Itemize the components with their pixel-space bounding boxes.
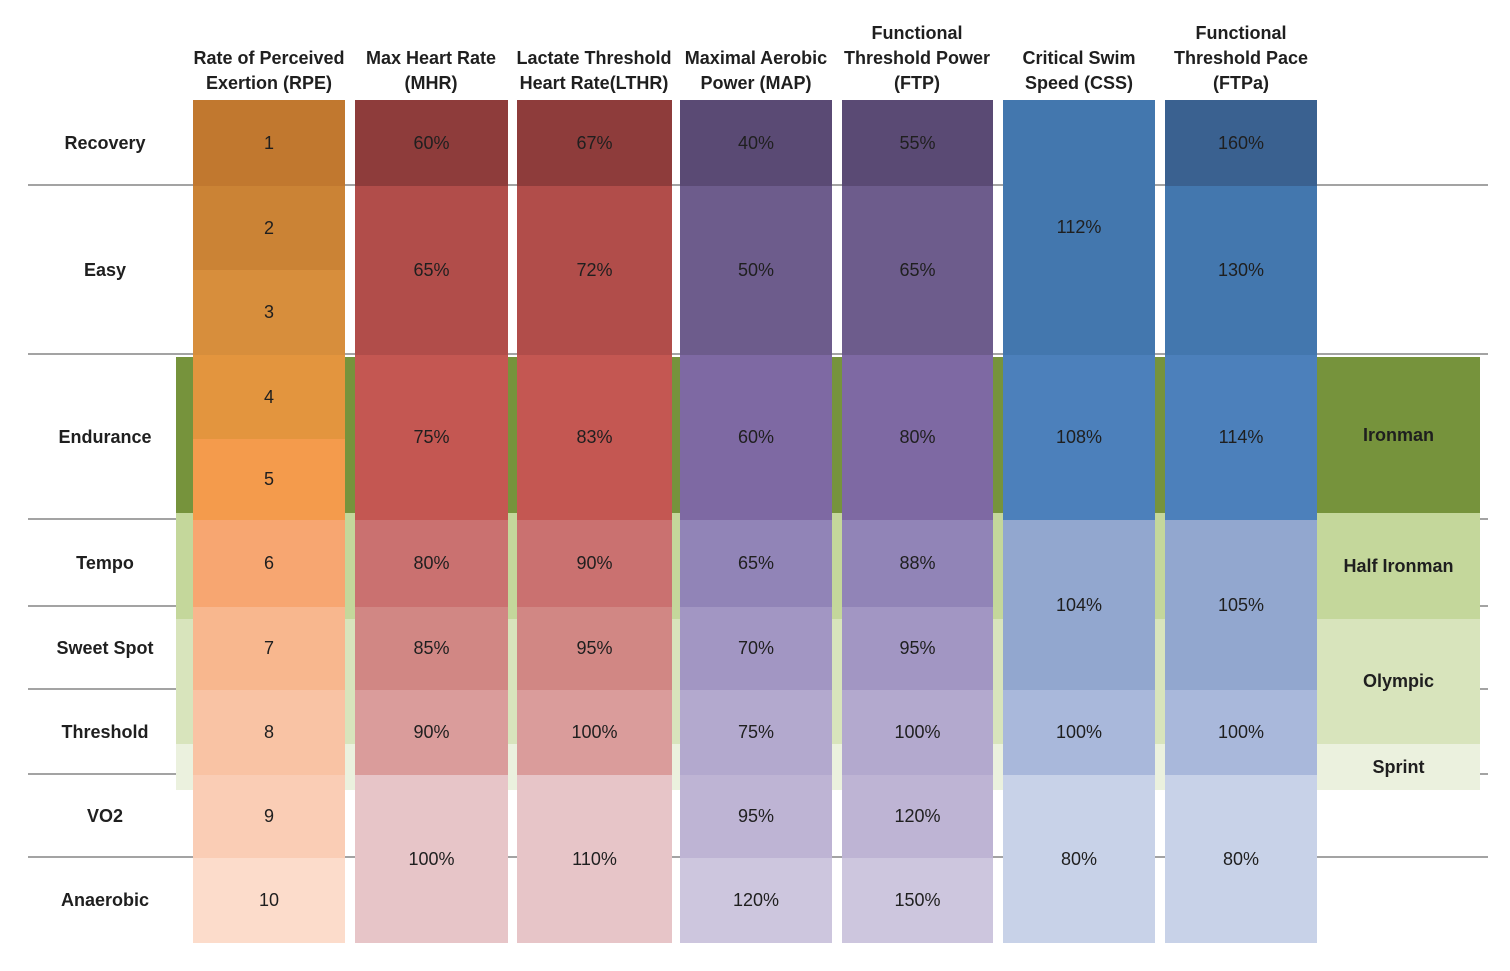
- cell-lthr-1: 72%: [517, 186, 672, 355]
- cell-ftpa-4: 100%: [1165, 690, 1317, 775]
- zone-label-threshold: Threshold: [61, 722, 149, 742]
- cell-ftp-4: 95%: [842, 607, 993, 690]
- cell-lthr-4: 95%: [517, 607, 672, 690]
- column-header-ftp: Functional Threshold Power (FTP): [843, 23, 991, 93]
- cell-ftpa-3: 105%: [1165, 520, 1317, 690]
- race-label-sprint: Sprint: [1372, 757, 1425, 777]
- cell-rpe-4: 5: [193, 439, 345, 520]
- zone-label-endurance: Endurance: [58, 427, 152, 447]
- zone-label-vo2: VO2: [86, 806, 124, 826]
- zone-label-tempo: Tempo: [76, 553, 134, 573]
- zone-label-anaerobic: Anaerobic: [60, 890, 150, 910]
- zone-label-easy: Easy: [83, 260, 127, 280]
- cell-rpe-1: 2: [193, 186, 345, 270]
- cell-rpe-8: 9: [193, 775, 345, 858]
- cell-map-4: 70%: [680, 607, 832, 690]
- cell-lthr-2: 83%: [517, 355, 672, 520]
- cell-mhr-3: 80%: [355, 520, 508, 607]
- cell-map-2: 60%: [680, 355, 832, 520]
- cell-ftpa-1: 130%: [1165, 186, 1317, 355]
- cell-mhr-4: 85%: [355, 607, 508, 690]
- cell-rpe-3: 4: [193, 355, 345, 439]
- cell-css-3: 100%: [1003, 690, 1155, 775]
- cell-ftpa-0: 160%: [1165, 100, 1317, 186]
- cell-map-1: 50%: [680, 186, 832, 355]
- cell-rpe-0: 1: [193, 100, 345, 186]
- cell-css-2: 104%: [1003, 520, 1155, 690]
- race-label-olympic: Olympic: [1362, 671, 1435, 691]
- cell-mhr-0: 60%: [355, 100, 508, 186]
- cell-map-3: 65%: [680, 520, 832, 607]
- column-header-lthr: Lactate Threshold Heart Rate(LTHR): [516, 48, 672, 93]
- cell-lthr-3: 90%: [517, 520, 672, 607]
- cell-ftp-3: 88%: [842, 520, 993, 607]
- cell-ftp-0: 55%: [842, 100, 993, 186]
- cell-css-0: 112%: [1003, 100, 1155, 355]
- cell-rpe-9: 10: [193, 858, 345, 943]
- cell-rpe-5: 6: [193, 520, 345, 607]
- zone-label-sweet-spot: Sweet Spot: [56, 638, 154, 658]
- column-header-ftpa: Functional Threshold Pace (FTPa): [1173, 23, 1309, 93]
- cell-lthr-6: 110%: [517, 775, 672, 943]
- cell-map-6: 95%: [680, 775, 832, 858]
- race-label-ironman: Ironman: [1362, 425, 1434, 445]
- cell-mhr-5: 90%: [355, 690, 508, 775]
- cell-ftp-5: 100%: [842, 690, 993, 775]
- column-header-mhr: Max Heart Rate (MHR): [365, 48, 497, 93]
- column-header-map: Maximal Aerobic Power (MAP): [684, 48, 828, 93]
- cell-ftpa-2: 114%: [1165, 355, 1317, 520]
- column-header-css: Critical Swim Speed (CSS): [1022, 48, 1136, 93]
- column-header-rpe: Rate of Perceived Exertion (RPE): [193, 48, 345, 93]
- cell-ftp-1: 65%: [842, 186, 993, 355]
- cell-ftp-7: 150%: [842, 858, 993, 943]
- race-label-half-ironman: Half Ironman: [1343, 556, 1454, 576]
- cell-lthr-0: 67%: [517, 100, 672, 186]
- cell-mhr-1: 65%: [355, 186, 508, 355]
- cell-map-7: 120%: [680, 858, 832, 943]
- cell-ftpa-5: 80%: [1165, 775, 1317, 943]
- cell-mhr-2: 75%: [355, 355, 508, 520]
- cell-map-0: 40%: [680, 100, 832, 186]
- cell-ftp-6: 120%: [842, 775, 993, 858]
- cell-lthr-5: 100%: [517, 690, 672, 775]
- cell-map-5: 75%: [680, 690, 832, 775]
- cell-mhr-6: 100%: [355, 775, 508, 943]
- cell-css-4: 80%: [1003, 775, 1155, 943]
- cell-css-1: 108%: [1003, 355, 1155, 520]
- cell-ftp-2: 80%: [842, 355, 993, 520]
- cell-rpe-7: 8: [193, 690, 345, 775]
- cell-rpe-6: 7: [193, 607, 345, 690]
- zone-label-recovery: Recovery: [64, 133, 146, 153]
- cell-rpe-2: 3: [193, 270, 345, 355]
